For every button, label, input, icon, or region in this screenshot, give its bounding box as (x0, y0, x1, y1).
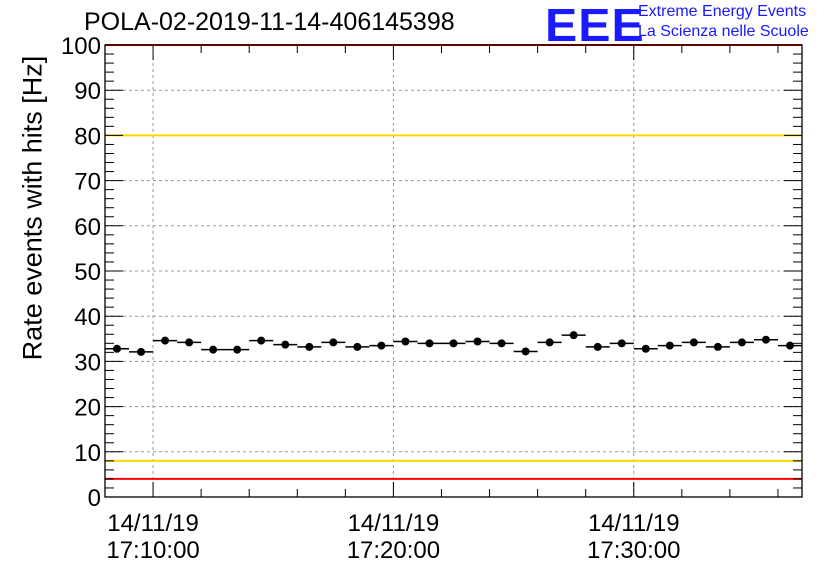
data-point (161, 336, 170, 345)
data-point (377, 341, 386, 350)
data-point (233, 345, 242, 354)
data-points (105, 331, 802, 356)
data-point (497, 339, 506, 348)
data-point (425, 339, 434, 348)
data-point (545, 338, 554, 347)
data-point (665, 341, 674, 350)
x-tick-label-date: 14/11/19 (588, 510, 680, 537)
x-tick-label-time: 17:10:00 (106, 537, 199, 564)
y-tick-label: 80 (74, 123, 101, 150)
data-point (761, 335, 770, 344)
data-point (641, 344, 650, 353)
data-point (617, 339, 626, 348)
data-point (449, 339, 458, 348)
y-tick-label: 0 (88, 485, 101, 512)
data-point (329, 338, 338, 347)
y-tick-label: 50 (74, 259, 101, 286)
data-point (305, 342, 314, 351)
grid-layer (105, 45, 802, 497)
logo-line-2: La Scienza nelle Scuole (638, 23, 809, 40)
y-tick-label: 10 (74, 440, 101, 467)
data-point (593, 342, 602, 351)
data-point (785, 341, 794, 350)
plot-frame (104, 44, 803, 498)
data-point (401, 337, 410, 346)
y-axis-label: Rate events with hits [Hz] (17, 55, 48, 361)
y-tick-label: 30 (74, 349, 101, 376)
eee-logo: EEE (545, 0, 645, 51)
x-tick-label-time: 17:20:00 (347, 537, 440, 564)
data-point (521, 347, 530, 356)
data-point (689, 338, 698, 347)
data-point (281, 340, 290, 349)
axis-ticks: 010203040506070809010014/11/1917:10:0014… (61, 33, 802, 564)
logo-line-1: Extreme Energy Events (638, 3, 807, 20)
y-tick-label: 90 (74, 78, 101, 105)
data-point (737, 338, 746, 347)
chart-title: POLA-02-2019-11-14-406145398 (84, 8, 455, 36)
data-point (257, 336, 266, 345)
data-point (473, 337, 482, 346)
data-point (353, 342, 362, 351)
x-tick-label-date: 14/11/19 (107, 510, 199, 537)
x-tick-label-time: 17:30:00 (587, 537, 680, 564)
data-point (569, 331, 578, 340)
reference-lines (105, 44, 802, 480)
y-tick-label: 40 (74, 304, 101, 331)
y-tick-label: 60 (74, 214, 101, 241)
data-point (137, 347, 146, 356)
data-point (209, 345, 218, 354)
data-point (113, 344, 122, 353)
data-point (713, 342, 722, 351)
data-point (185, 338, 194, 347)
y-tick-label: 100 (61, 33, 101, 60)
y-tick-label: 70 (74, 169, 101, 196)
x-tick-label-date: 14/11/19 (348, 510, 440, 537)
y-tick-label: 20 (74, 395, 101, 422)
